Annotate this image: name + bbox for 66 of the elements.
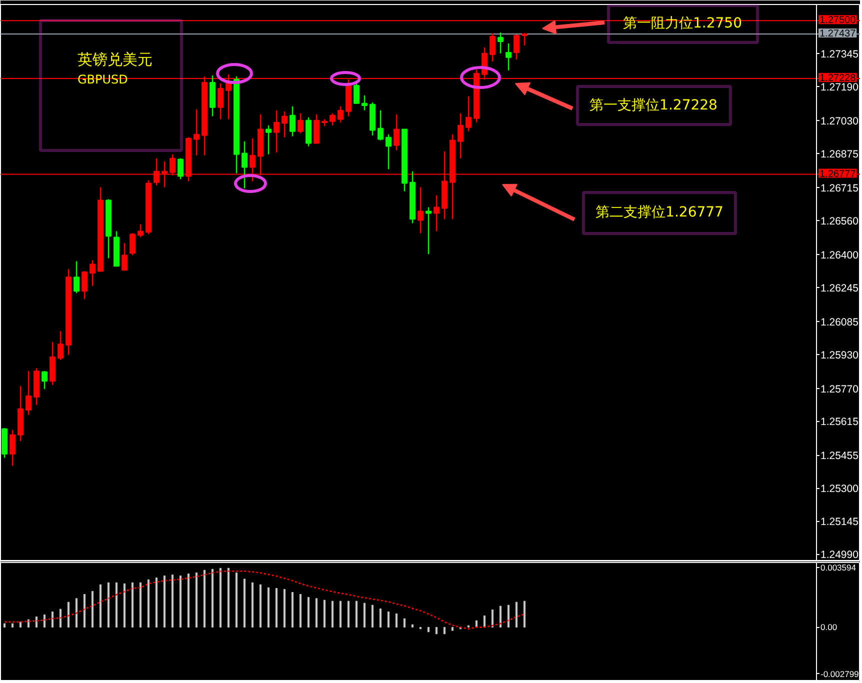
- y-tick-label: 1.25455: [820, 450, 859, 462]
- candlestick: [330, 112, 336, 126]
- annotation: 第一支撑位1.27228: [590, 98, 718, 114]
- y-tick-label: 1.27030: [820, 116, 859, 128]
- candlestick: [418, 186, 424, 234]
- candlestick: [490, 32, 496, 62]
- y-tick-label: 1.27345: [820, 48, 859, 61]
- y-tick-label: 1.26085: [820, 316, 859, 328]
- candlestick: [386, 134, 392, 170]
- candlestick: [378, 110, 384, 141]
- candlestick: [58, 330, 64, 361]
- candlestick: [338, 106, 344, 124]
- candlestick: [122, 242, 128, 271]
- y-tick-label: 0.00: [820, 622, 838, 632]
- candlestick: [218, 82, 224, 120]
- candlestick: [522, 32, 528, 46]
- candlestick: [26, 370, 32, 416]
- line-series: [4, 570, 526, 630]
- candlestick: [306, 116, 312, 147]
- y-tick-label: 1.25615: [820, 416, 859, 428]
- annotation: 第二支撑位1.26777: [596, 204, 724, 220]
- candlestick: [266, 124, 272, 155]
- y-tick-label: 1.26400: [820, 249, 859, 262]
- y-tick-label: 1.25145: [820, 516, 859, 528]
- y-tick-label: -0.002799: [820, 668, 860, 679]
- candlestick: [138, 224, 144, 238]
- candlestick: [82, 270, 88, 300]
- candlestick: [242, 140, 248, 189]
- y-tick-label: 1.26875: [820, 148, 859, 160]
- candlestick: [354, 82, 360, 104]
- candlestick: [10, 429, 16, 466]
- ref-line-label: 1.27228: [820, 72, 856, 84]
- candlestick: [394, 114, 400, 151]
- candlestick: [250, 138, 256, 182]
- candlestick: [458, 112, 464, 159]
- candlestick: [282, 110, 288, 138]
- text: 英镑兑美元: [78, 50, 152, 68]
- candlestick: [362, 94, 368, 111]
- y-tick-label: 1.27190: [820, 82, 859, 94]
- candlestick: [506, 42, 512, 71]
- ref-line-label: 1.27437: [820, 28, 856, 40]
- y-tick-label: 1.25770: [820, 383, 859, 396]
- candlestick: [178, 158, 184, 180]
- candlestick: [130, 232, 136, 256]
- y-tick-label: 1.24990: [820, 549, 859, 562]
- y-tick-label: 1.25930: [820, 349, 859, 362]
- candlestick: [426, 206, 432, 255]
- y-tick-label: 1.26560: [820, 215, 859, 228]
- candlestick: [42, 370, 48, 390]
- ref-line-label: 1.26777: [820, 168, 856, 180]
- candlestick: [298, 112, 304, 134]
- candlestick: [314, 114, 320, 144]
- candlestick: [194, 108, 200, 156]
- y-tick-label: 1.26715: [820, 182, 859, 194]
- y-tick-label: 1.25300: [820, 483, 859, 496]
- y-tick-label: 0.003594: [820, 562, 856, 572]
- candlestick: [90, 260, 96, 287]
- candlestick: [498, 32, 504, 54]
- candlestick: [466, 96, 472, 132]
- candlestick: [514, 34, 520, 60]
- y-tick-label: 1.26245: [820, 282, 859, 294]
- candlestick: [434, 194, 440, 232]
- ref-line-label: 1.27500: [820, 15, 856, 26]
- candlestick: [274, 110, 280, 154]
- candlestick: [290, 106, 296, 137]
- candlestick: [74, 260, 80, 294]
